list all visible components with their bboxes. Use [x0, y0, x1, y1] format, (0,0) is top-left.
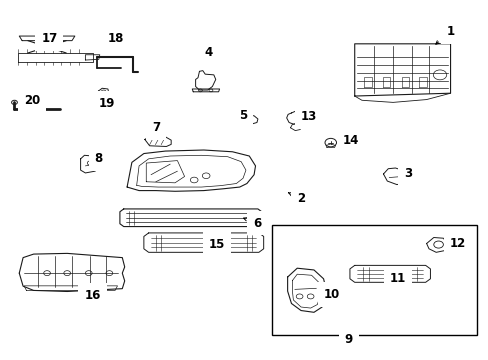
Text: 15: 15 — [208, 238, 225, 251]
Text: 2: 2 — [288, 192, 305, 205]
Text: 11: 11 — [389, 271, 405, 284]
Text: 3: 3 — [402, 167, 411, 180]
Text: 7: 7 — [151, 121, 160, 134]
Text: 18: 18 — [108, 32, 124, 47]
Text: 14: 14 — [342, 134, 358, 147]
Text: 13: 13 — [301, 110, 317, 123]
Text: 8: 8 — [95, 152, 103, 165]
Text: 9: 9 — [344, 333, 352, 346]
Text: 20: 20 — [24, 94, 40, 107]
Text: 10: 10 — [323, 288, 340, 301]
Bar — [272, 225, 476, 334]
Text: 12: 12 — [448, 237, 465, 250]
Text: 17: 17 — [41, 32, 58, 46]
Text: 4: 4 — [204, 46, 212, 60]
Text: 1: 1 — [435, 25, 454, 44]
Text: 5: 5 — [239, 109, 248, 122]
Text: 19: 19 — [99, 97, 115, 110]
Text: 16: 16 — [84, 289, 101, 302]
Text: 6: 6 — [243, 217, 261, 230]
